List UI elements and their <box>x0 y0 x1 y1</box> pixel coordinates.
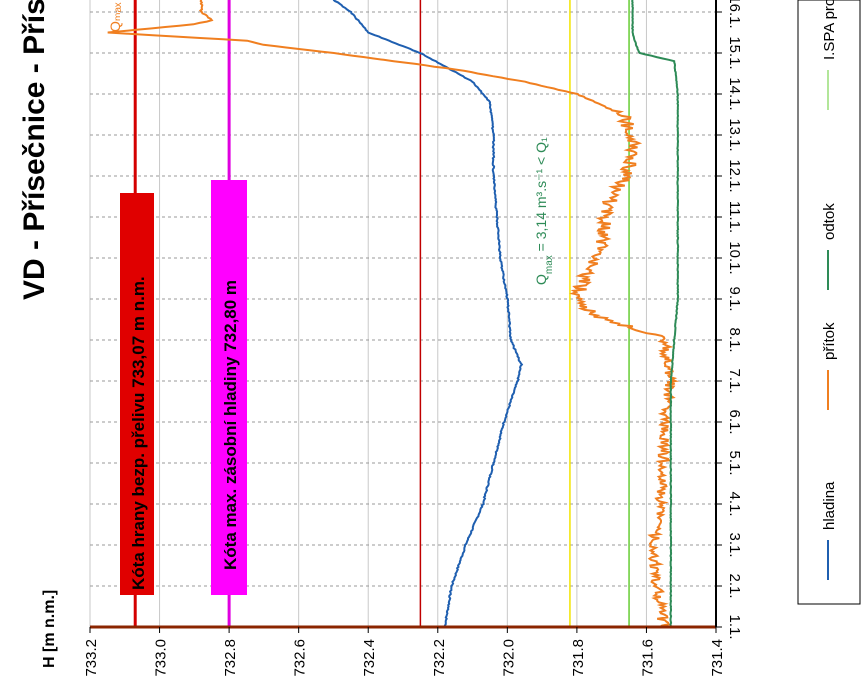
x-tick-label: 15.1. <box>726 36 743 69</box>
series-group <box>107 0 680 628</box>
series-line-odtok <box>631 0 680 628</box>
x-tick-labels: 1.1. 2.1. 3.1. 4.1. 5.1. 6.1. 7.1. 8.1. 9.1. 10.1… <box>716 0 743 640</box>
y-axis-label: H [m n.m.] <box>41 590 58 668</box>
y-tick-label: 732.4 <box>361 639 378 677</box>
y-tick-label: 732.0 <box>500 639 517 677</box>
y-tick-labels: 733.2 733.0 732.8 732.6 732.4 732.2 732.0 731.8… <box>83 627 726 677</box>
y-tick-label: 732.2 <box>431 639 448 677</box>
max-level-label: Kóta max. zásobní hladiny 732,80 m <box>221 280 240 570</box>
max-level-label-box <box>211 180 247 595</box>
legend-label: I.SPA pro od <box>821 0 838 60</box>
x-tick-label: 6.1. <box>726 409 743 434</box>
qmax-annotation: Qmax = 3,14 m³.s⁻¹ < Q₁ <box>533 137 555 285</box>
x-tick-label: 2.1. <box>726 573 743 598</box>
plot-area <box>90 0 716 627</box>
legend-label: hladina <box>821 481 838 530</box>
y-tick-label: 733.0 <box>153 639 170 677</box>
x-tick-label: 10.1. <box>726 241 743 274</box>
x-tick-label: 11.1. <box>726 201 743 233</box>
y-tick-label: 731.4 <box>709 639 726 677</box>
spillway-label-box <box>120 193 154 595</box>
legend: hladina přítok odtok I.SPA pro od <box>821 0 838 580</box>
legend-label: odtok <box>821 203 838 240</box>
y-tick-label: 732.8 <box>222 639 239 677</box>
spillway-label: Kóta hrany bezp. přelivu 733,07 m n.m. <box>129 276 148 590</box>
x-tick-label: 14.1. <box>726 77 743 110</box>
legend-box <box>797 0 861 605</box>
x-tick-label: 5.1. <box>726 450 743 475</box>
x-tick-label: 8.1. <box>726 327 743 352</box>
y-tick-label: 733.2 <box>83 639 100 677</box>
series-line-hladina <box>332 0 524 628</box>
x-tick-label: 9.1. <box>726 286 743 311</box>
x-tick-label: 12.1. <box>726 159 743 192</box>
y-tick-label: 731.6 <box>639 639 656 677</box>
y-tick-label: 732.6 <box>292 639 309 677</box>
qmax-top-annotation: Qₘₐₓ <box>107 2 123 32</box>
x-tick-label: 3.1. <box>726 532 743 557</box>
x-tick-label: 13.1. <box>726 118 743 151</box>
x-tick-label: 7.1. <box>726 368 743 393</box>
series-line-přítok <box>107 0 680 628</box>
x-tick-label: 1.1. <box>726 614 743 639</box>
chart-title: VD - Přísečnice - Přís <box>18 0 51 300</box>
x-tick-label: 16.1. <box>726 0 743 29</box>
y-tick-label: 731.8 <box>570 639 587 677</box>
x-tick-label: 4.1. <box>726 491 743 516</box>
legend-label: přítok <box>821 322 838 360</box>
